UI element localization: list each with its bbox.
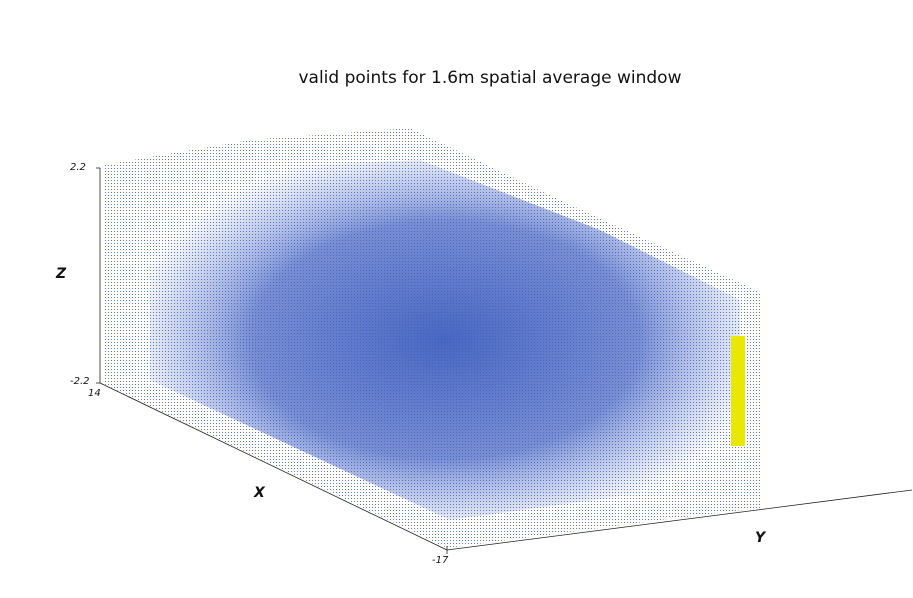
point-cloud-density: [150, 160, 740, 520]
z-tick-top: 2.2: [70, 162, 86, 173]
x-tick-start: 14: [88, 388, 101, 399]
highlight-point-series: [731, 336, 745, 446]
y-axis-label: Y: [755, 530, 766, 546]
z-tick-bottom: -2.2: [70, 376, 90, 387]
x-axis-label: X: [254, 485, 265, 501]
z-axis-label: Z: [56, 266, 67, 282]
point-cloud-series: [104, 128, 760, 548]
chart-title: valid points for 1.6m spatial average wi…: [298, 68, 682, 88]
x-tick-end: -17: [432, 555, 449, 566]
y-axis-line: [446, 489, 913, 551]
x-axis-line: [99, 382, 448, 551]
